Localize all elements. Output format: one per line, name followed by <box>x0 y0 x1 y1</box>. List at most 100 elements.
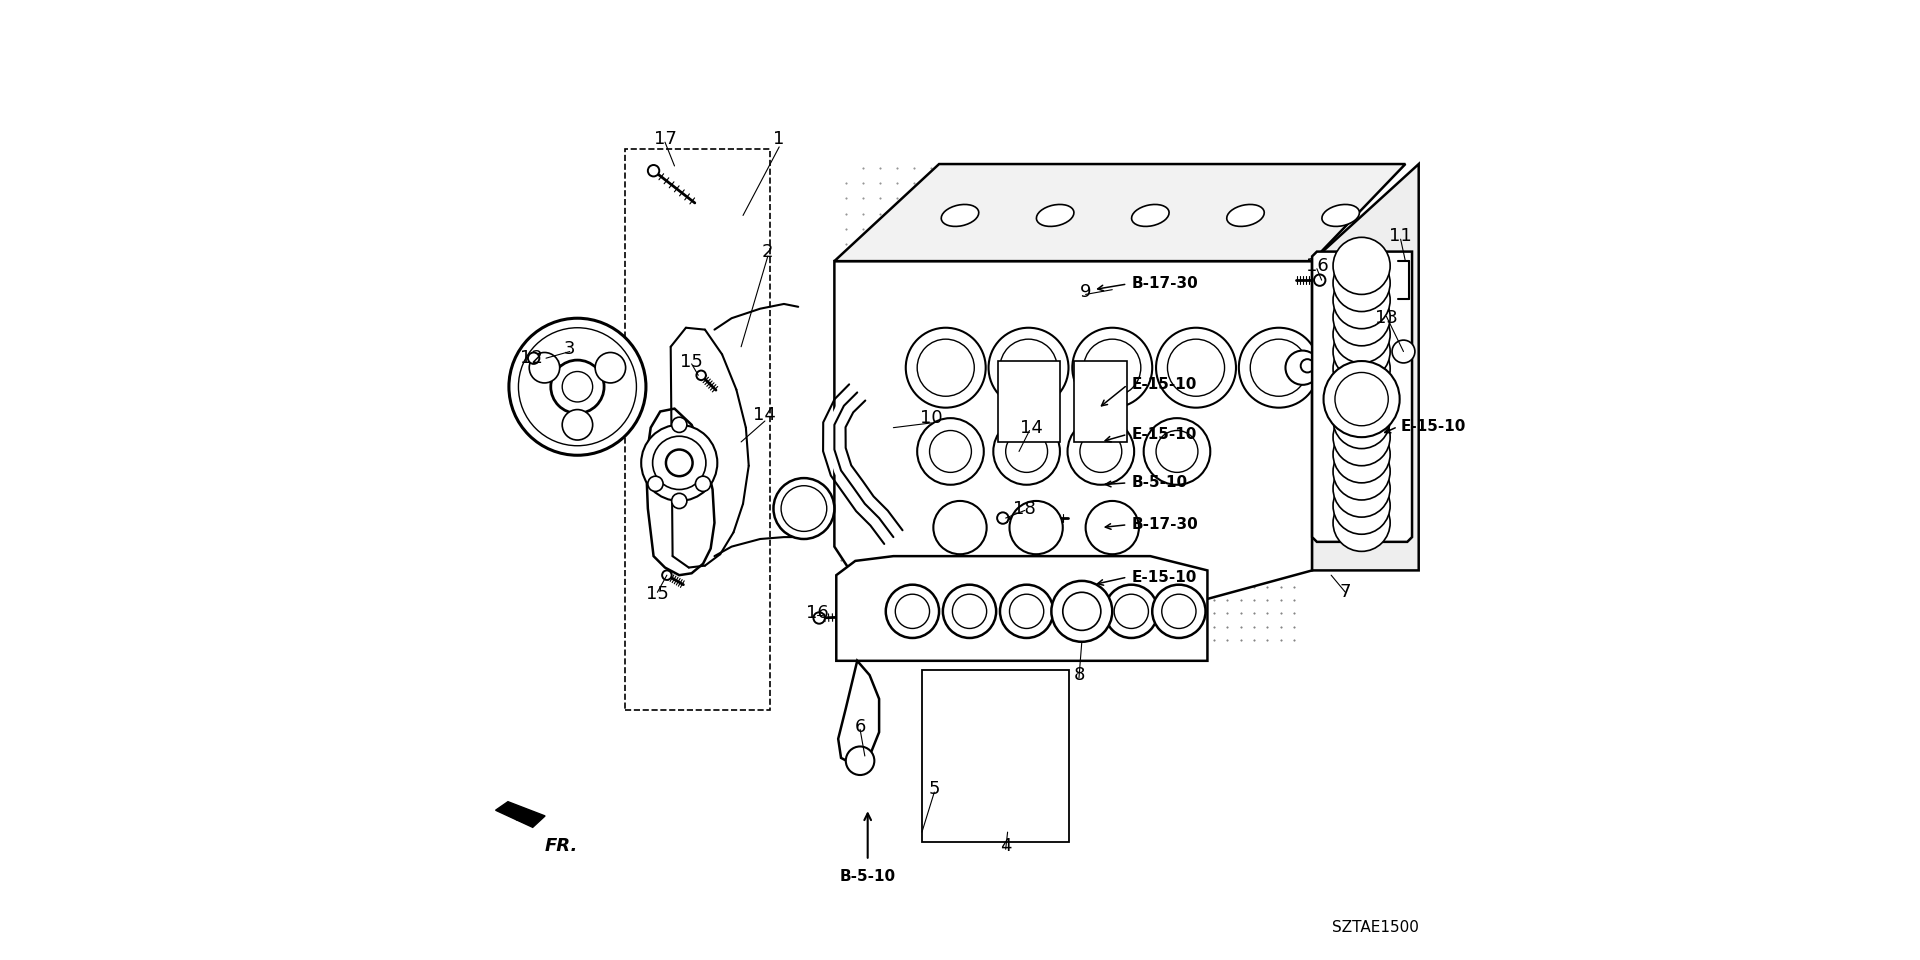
Polygon shape <box>645 409 714 575</box>
Text: 8: 8 <box>1073 666 1085 684</box>
Circle shape <box>647 165 659 177</box>
Text: 15: 15 <box>680 353 703 371</box>
Circle shape <box>989 327 1069 408</box>
Circle shape <box>1162 594 1196 629</box>
Circle shape <box>695 476 710 492</box>
Circle shape <box>1332 392 1390 448</box>
Text: E-15-10: E-15-10 <box>1131 427 1196 442</box>
Text: 15: 15 <box>645 586 668 603</box>
Circle shape <box>672 418 687 432</box>
Circle shape <box>1332 477 1390 535</box>
Circle shape <box>847 747 874 775</box>
Circle shape <box>1167 339 1225 396</box>
Text: SZTAE1500: SZTAE1500 <box>1332 920 1419 935</box>
Text: 4: 4 <box>1000 837 1012 855</box>
Text: B-17-30: B-17-30 <box>1131 517 1198 532</box>
Circle shape <box>906 327 985 408</box>
Circle shape <box>662 570 672 580</box>
Bar <box>998 361 1060 442</box>
Circle shape <box>774 478 835 539</box>
Circle shape <box>1286 350 1319 385</box>
Circle shape <box>1332 409 1390 466</box>
Circle shape <box>1332 289 1390 346</box>
Circle shape <box>1332 357 1390 415</box>
Circle shape <box>1058 585 1110 638</box>
Text: 1: 1 <box>774 131 785 148</box>
Circle shape <box>1332 425 1390 483</box>
Ellipse shape <box>1037 204 1073 227</box>
Circle shape <box>1332 340 1390 397</box>
Circle shape <box>952 594 987 629</box>
Polygon shape <box>1311 252 1411 541</box>
Bar <box>1073 361 1127 442</box>
Circle shape <box>1052 581 1112 642</box>
Circle shape <box>1071 327 1152 408</box>
Circle shape <box>1250 339 1308 396</box>
Circle shape <box>1332 323 1390 380</box>
Circle shape <box>647 476 662 492</box>
Circle shape <box>1332 494 1390 551</box>
Circle shape <box>1000 339 1058 396</box>
Circle shape <box>1332 443 1390 500</box>
Text: 7: 7 <box>1340 584 1352 601</box>
Text: 9: 9 <box>1079 282 1091 300</box>
Text: 17: 17 <box>653 131 676 148</box>
Polygon shape <box>495 802 545 828</box>
Circle shape <box>1238 327 1319 408</box>
Text: 3: 3 <box>564 340 576 358</box>
Text: 12: 12 <box>520 349 543 367</box>
Circle shape <box>996 513 1008 524</box>
Circle shape <box>814 612 826 624</box>
Circle shape <box>1392 340 1415 363</box>
Circle shape <box>918 419 983 485</box>
Text: E-15-10: E-15-10 <box>1400 420 1467 434</box>
Circle shape <box>993 419 1060 485</box>
Text: 14: 14 <box>753 406 776 424</box>
Ellipse shape <box>1323 204 1359 227</box>
Ellipse shape <box>1131 204 1169 227</box>
Circle shape <box>1010 594 1044 629</box>
Circle shape <box>530 352 561 383</box>
Circle shape <box>666 449 693 476</box>
Text: 16: 16 <box>1306 257 1329 275</box>
Circle shape <box>918 339 973 396</box>
Text: B-5-10: B-5-10 <box>1131 475 1187 491</box>
Text: E-15-10: E-15-10 <box>1131 377 1196 393</box>
Polygon shape <box>839 660 879 765</box>
Text: E-15-10: E-15-10 <box>1131 569 1196 585</box>
Circle shape <box>1144 419 1210 485</box>
Text: B-17-30: B-17-30 <box>1131 276 1198 292</box>
Circle shape <box>1104 585 1158 638</box>
Text: 16: 16 <box>806 604 829 622</box>
Circle shape <box>1300 359 1313 372</box>
Circle shape <box>1000 585 1054 638</box>
Circle shape <box>1332 272 1390 328</box>
Bar <box>922 670 1069 842</box>
Polygon shape <box>835 261 1311 651</box>
Circle shape <box>563 410 593 440</box>
Circle shape <box>1083 339 1140 396</box>
Circle shape <box>1152 585 1206 638</box>
Circle shape <box>933 501 987 554</box>
Circle shape <box>885 585 939 638</box>
Polygon shape <box>837 556 1208 660</box>
Circle shape <box>1068 594 1100 629</box>
Circle shape <box>551 360 605 414</box>
Circle shape <box>1313 275 1325 286</box>
Circle shape <box>1114 594 1148 629</box>
Text: 11: 11 <box>1390 228 1411 246</box>
Circle shape <box>1323 361 1400 437</box>
Circle shape <box>1085 501 1139 554</box>
Text: 6: 6 <box>854 718 866 736</box>
Text: B-5-10: B-5-10 <box>839 870 897 884</box>
Polygon shape <box>1311 164 1419 570</box>
Circle shape <box>1332 237 1390 295</box>
Circle shape <box>1332 460 1390 517</box>
Text: 14: 14 <box>1020 419 1043 437</box>
Circle shape <box>1332 254 1390 312</box>
Circle shape <box>1332 374 1390 431</box>
Text: 18: 18 <box>1014 499 1037 517</box>
Circle shape <box>1332 306 1390 363</box>
Circle shape <box>528 352 540 364</box>
Text: FR.: FR. <box>545 837 578 854</box>
